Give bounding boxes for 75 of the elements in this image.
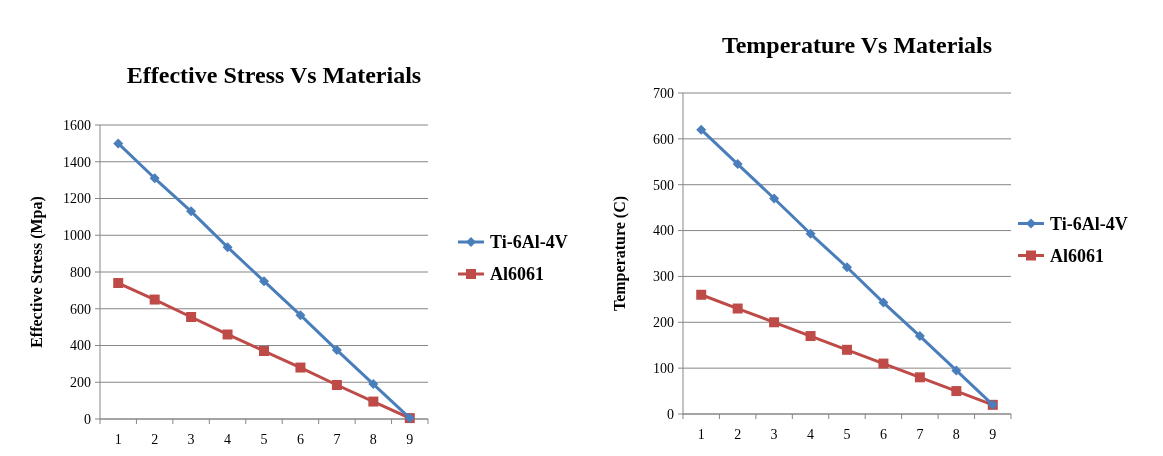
y-tick-label: 200 xyxy=(70,375,91,391)
x-tick-label: 1 xyxy=(697,427,705,442)
x-tick-label: 4 xyxy=(807,427,815,442)
point xyxy=(222,329,233,340)
point xyxy=(186,206,197,217)
x-tick-label: 4 xyxy=(224,432,232,447)
point xyxy=(149,294,160,305)
x-tick-label: 2 xyxy=(151,432,159,447)
point xyxy=(914,331,925,342)
y-tick-label: 600 xyxy=(653,131,674,147)
point xyxy=(878,358,889,369)
chart-title: Temperature Vs Materials xyxy=(721,32,993,58)
point xyxy=(149,173,160,184)
point xyxy=(732,159,743,170)
y-axis-title: Effective Stress (Mpa) xyxy=(28,196,46,348)
y-tick-label: 800 xyxy=(70,264,91,280)
point xyxy=(769,193,780,204)
y-axis-title: Temperature (C) xyxy=(611,195,629,312)
point xyxy=(769,317,780,328)
point xyxy=(331,345,342,356)
x-tick-label: 5 xyxy=(843,427,851,442)
point xyxy=(368,379,379,390)
point xyxy=(259,346,269,357)
point xyxy=(805,331,816,342)
y-tick-label: 500 xyxy=(653,177,674,193)
point xyxy=(914,372,925,383)
point xyxy=(878,297,889,308)
point xyxy=(696,124,707,135)
point xyxy=(331,380,342,391)
y-tick-label: 1000 xyxy=(63,228,91,244)
y-tick-label: 0 xyxy=(84,411,91,427)
point xyxy=(295,310,306,321)
point xyxy=(842,344,852,355)
point xyxy=(732,303,743,314)
x-tick-label: 3 xyxy=(187,432,195,447)
y-tick-label: 1400 xyxy=(63,154,91,170)
x-tick-label: 9 xyxy=(989,427,997,442)
chart-title: Effective Stress Vs Materials xyxy=(126,62,422,88)
point xyxy=(842,262,852,273)
y-tick-label: 700 xyxy=(653,85,674,101)
y-tick-label: 300 xyxy=(653,269,674,285)
x-tick-label: 8 xyxy=(369,432,377,447)
point xyxy=(951,386,962,397)
x-tick-label: 7 xyxy=(333,432,341,447)
y-tick-label: 400 xyxy=(653,223,674,239)
point xyxy=(951,365,962,376)
point xyxy=(113,278,124,289)
x-tick-label: 8 xyxy=(952,427,960,442)
point xyxy=(368,396,379,407)
x-tick-label: 1 xyxy=(114,432,122,447)
point xyxy=(295,362,306,373)
y-tick-label: 0 xyxy=(667,406,674,422)
x-tick-label: 5 xyxy=(260,432,268,447)
y-tick-label: 200 xyxy=(653,315,674,331)
x-tick-label: 3 xyxy=(770,427,778,442)
point xyxy=(696,289,707,300)
point xyxy=(222,242,233,253)
legend-label: Al6061 xyxy=(1050,245,1104,266)
legend-label: Ti-6Al-4V xyxy=(490,232,568,253)
legend-label: Al6061 xyxy=(490,264,544,285)
x-tick-label: 9 xyxy=(406,432,414,447)
legend-label: Ti-6Al-4V xyxy=(1050,213,1128,234)
point xyxy=(186,312,197,323)
y-tick-label: 400 xyxy=(70,338,91,354)
y-tick-label: 100 xyxy=(653,361,674,377)
y-tick-label: 1600 xyxy=(63,117,91,133)
y-tick-label: 600 xyxy=(70,301,91,317)
x-tick-label: 6 xyxy=(296,432,304,447)
x-tick-label: 6 xyxy=(879,427,887,442)
point xyxy=(113,138,124,149)
point xyxy=(259,276,269,287)
y-tick-label: 1200 xyxy=(63,191,91,207)
point xyxy=(805,228,816,239)
x-tick-label: 2 xyxy=(734,427,742,442)
x-tick-label: 7 xyxy=(916,427,924,442)
